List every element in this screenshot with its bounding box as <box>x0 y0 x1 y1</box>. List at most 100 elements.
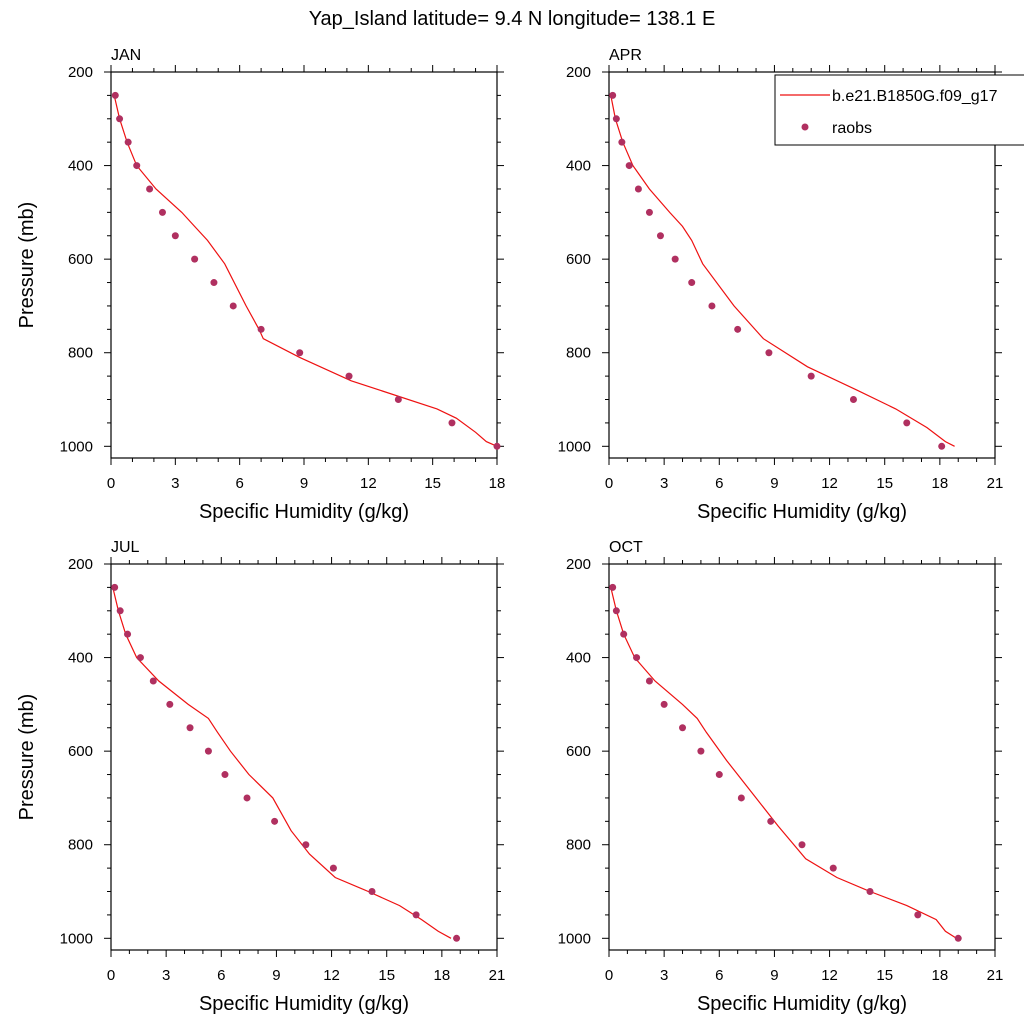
y-tick-label: 400 <box>68 650 93 667</box>
raobs-point <box>133 162 141 170</box>
y-tick-label: 1000 <box>60 438 93 455</box>
x-axis-label: Specific Humidity (g/kg) <box>199 501 409 523</box>
y-tick-label: 800 <box>566 837 591 854</box>
raobs-point <box>679 724 687 732</box>
raobs-point <box>171 232 179 240</box>
chart-panel-apr: 0 3 6 9 12 15 18 21 200 400 600 800 1000 APR Specific … <box>558 47 1004 523</box>
x-axis-label: Specific Humidity (g/kg) <box>199 993 409 1015</box>
plot-frame <box>608 563 996 951</box>
y-tick-label: 1000 <box>60 930 93 947</box>
x-tick-label: 6 <box>235 475 243 492</box>
raobs-point <box>634 185 642 193</box>
panel-title: OCT <box>609 539 643 556</box>
raobs-point <box>146 185 154 193</box>
raobs-point <box>914 911 922 919</box>
x-tick-label: 15 <box>424 475 441 492</box>
y-tick-label: 600 <box>566 251 591 268</box>
model-series-line <box>610 587 957 939</box>
chart-panel-jan: 0 3 6 9 12 15 18 200 400 600 800 1000 JAN Specific Hu… <box>16 47 505 523</box>
raobs-point <box>765 349 773 357</box>
x-tick-label: 9 <box>300 475 308 492</box>
raobs-point <box>412 911 420 919</box>
raobs-point <box>767 817 775 825</box>
x-tick-label: 6 <box>715 475 723 492</box>
model-series-line <box>113 95 498 447</box>
raobs-point <box>620 630 628 638</box>
raobs-point <box>671 255 679 263</box>
x-tick-label: 0 <box>107 475 115 492</box>
x-tick-label: 3 <box>171 475 179 492</box>
raobs-point <box>453 934 461 942</box>
y-tick-label: 800 <box>566 345 591 362</box>
x-tick-label: 3 <box>660 475 668 492</box>
model-series-line <box>112 587 452 939</box>
x-axis-label: Specific Humidity (g/kg) <box>697 993 907 1015</box>
raobs-point <box>609 91 617 99</box>
model-series-line <box>610 95 955 447</box>
raobs-point <box>116 607 124 615</box>
raobs-point <box>612 607 620 615</box>
raobs-point <box>625 162 633 170</box>
raobs-point <box>798 841 806 849</box>
raobs-point <box>448 419 456 427</box>
chart-panel-jul: 0 3 6 9 12 15 18 21 200 400 600 800 1000 JUL Specific … <box>16 539 505 1015</box>
raobs-point <box>345 372 353 380</box>
raobs-point <box>136 654 144 662</box>
x-tick-label: 18 <box>932 475 949 492</box>
raobs-point <box>124 138 132 146</box>
x-tick-label: 18 <box>434 967 451 984</box>
raobs-point <box>221 771 229 779</box>
x-tick-label: 15 <box>876 475 893 492</box>
x-tick-label: 9 <box>770 967 778 984</box>
plot-frame <box>608 71 996 459</box>
y-tick-label: 1000 <box>558 930 591 947</box>
chart-panel-oct: 0 3 6 9 12 15 18 21 200 400 600 800 1000 OCT Specific … <box>558 539 1004 1015</box>
raobs-point <box>849 396 857 404</box>
x-axis-label: Specific Humidity (g/kg) <box>697 501 907 523</box>
raobs-point <box>866 888 874 896</box>
x-tick-label: 3 <box>162 967 170 984</box>
raobs-point <box>609 583 617 591</box>
raobs-point <box>394 396 402 404</box>
raobs-point <box>368 888 376 896</box>
x-tick-label: 0 <box>605 967 613 984</box>
x-tick-label: 9 <box>770 475 778 492</box>
y-axis-label: Pressure (mb) <box>16 694 38 821</box>
x-tick-label: 0 <box>605 475 613 492</box>
raobs-point <box>715 771 723 779</box>
x-tick-label: 18 <box>932 967 949 984</box>
raobs-point <box>697 747 705 755</box>
raobs-point <box>493 442 501 450</box>
y-tick-label: 200 <box>566 556 591 573</box>
raobs-point <box>645 208 653 216</box>
raobs-point <box>903 419 911 427</box>
raobs-point <box>734 325 742 333</box>
x-tick-label: 18 <box>489 475 506 492</box>
y-tick-label: 200 <box>68 64 93 81</box>
y-tick-label: 1000 <box>558 438 591 455</box>
panel-title: JAN <box>111 47 141 64</box>
raobs-point <box>954 934 962 942</box>
x-tick-label: 12 <box>821 475 838 492</box>
raobs-point <box>111 91 119 99</box>
raobs-point <box>149 677 157 685</box>
raobs-point <box>618 138 626 146</box>
raobs-point <box>302 841 310 849</box>
x-tick-label: 21 <box>489 967 506 984</box>
x-tick-label: 9 <box>272 967 280 984</box>
legend-obs-marker <box>801 123 809 131</box>
x-tick-label: 6 <box>715 967 723 984</box>
y-tick-label: 600 <box>68 743 93 760</box>
x-tick-label: 12 <box>323 967 340 984</box>
legend-model-label: b.e21.B1850G.f09_g17 <box>832 88 998 105</box>
x-tick-label: 12 <box>821 967 838 984</box>
y-tick-label: 400 <box>566 650 591 667</box>
raobs-point <box>111 583 119 591</box>
y-tick-label: 800 <box>68 837 93 854</box>
y-tick-label: 400 <box>68 158 93 175</box>
raobs-point <box>166 700 174 708</box>
raobs-point <box>708 302 716 310</box>
legend-box <box>774 74 1024 146</box>
